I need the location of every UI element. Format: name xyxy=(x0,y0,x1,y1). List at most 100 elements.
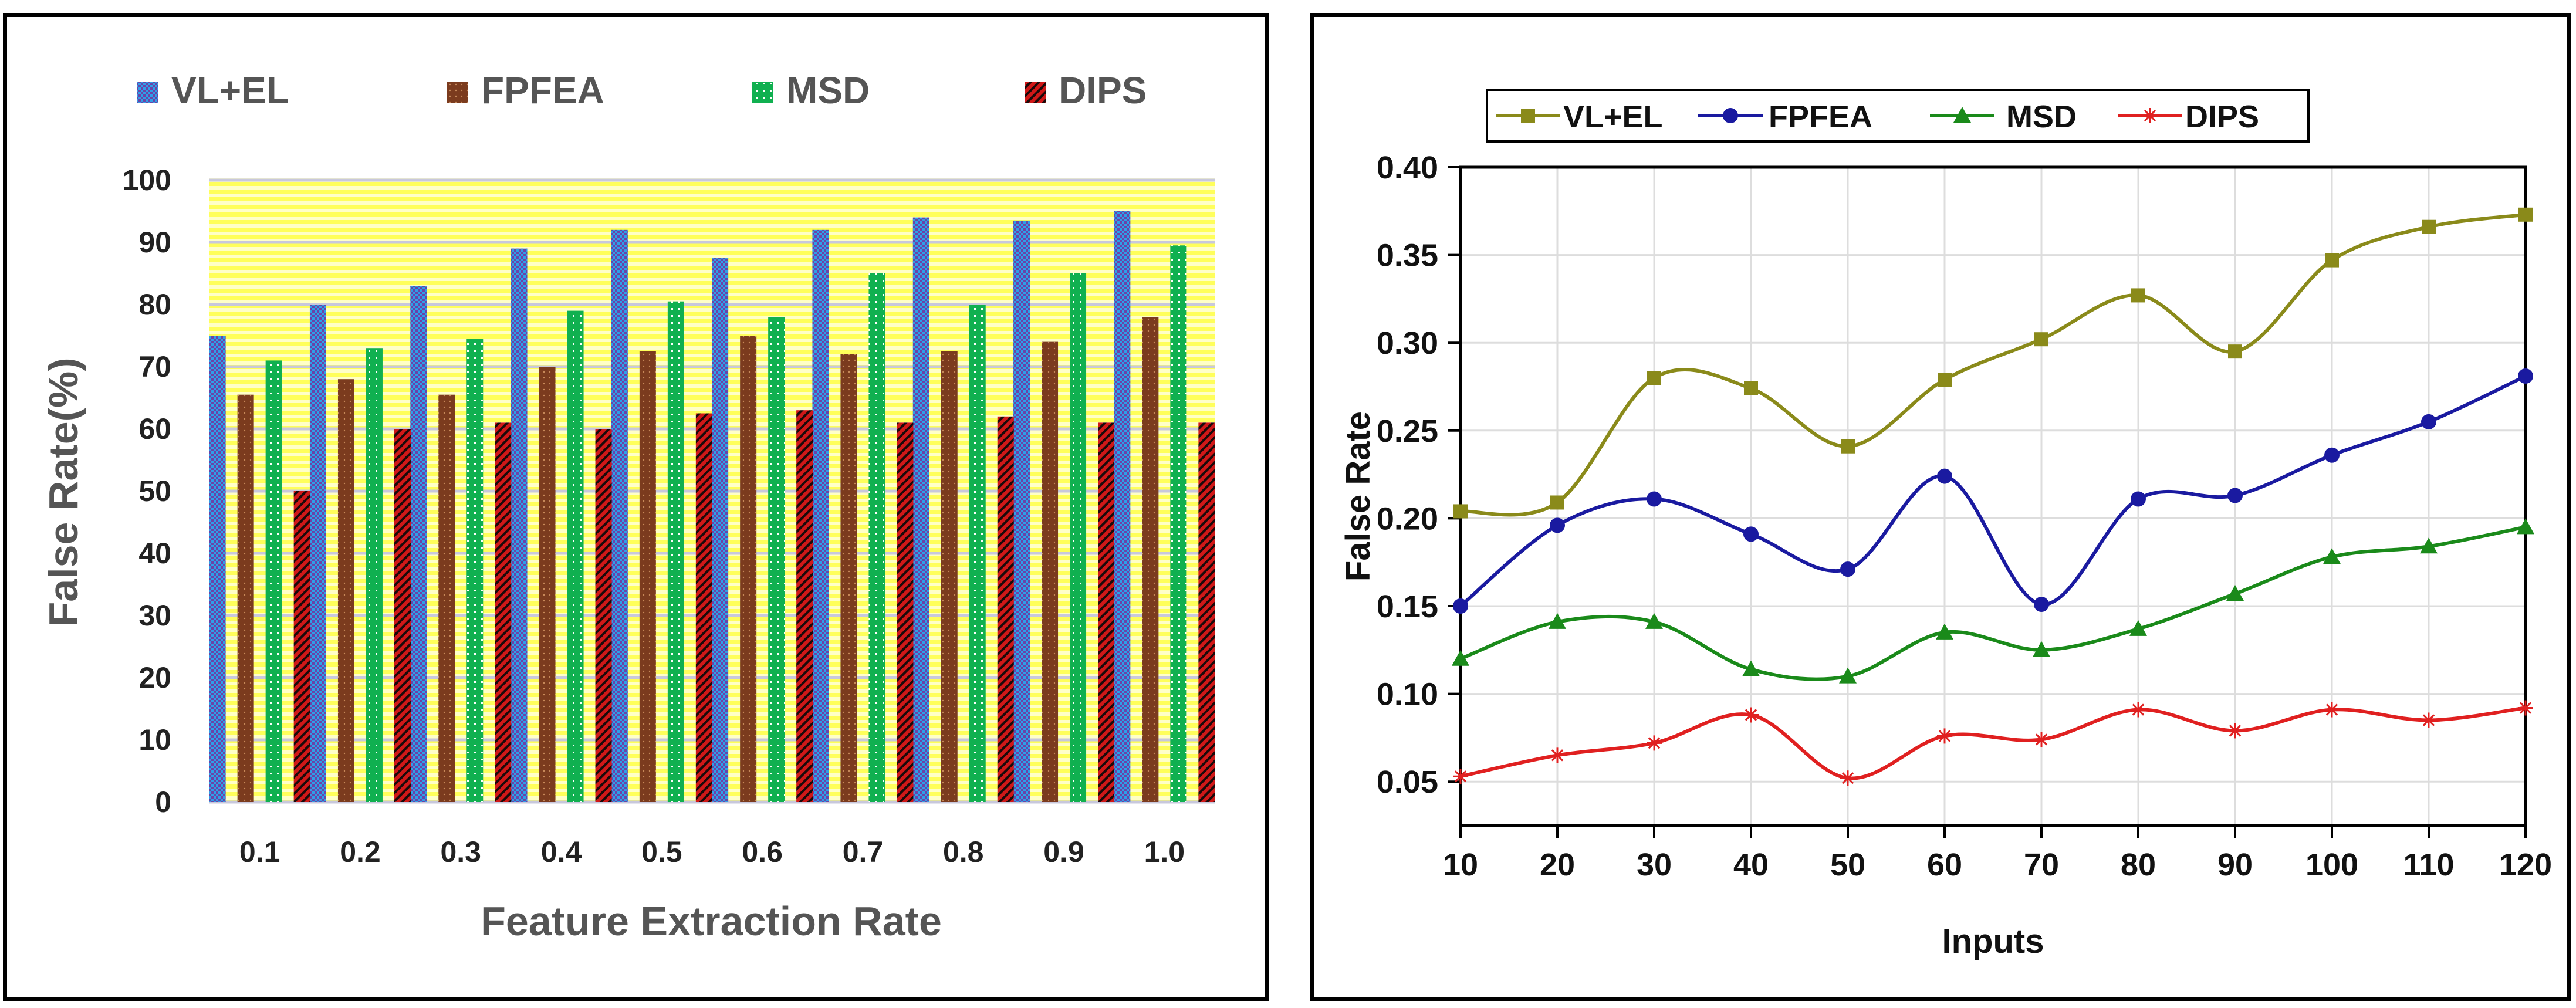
data-point xyxy=(1645,613,1663,629)
legend-label: VL+EL xyxy=(1563,99,1663,134)
x-tick-label: 60 xyxy=(1927,847,1962,882)
x-tick-label: 0.3 xyxy=(440,836,481,868)
x-tick-label: 0.5 xyxy=(641,836,682,868)
y-tick-label: 0.35 xyxy=(1377,238,1438,273)
x-tick-label: 100 xyxy=(2305,847,2358,882)
data-point xyxy=(2421,712,2436,728)
y-tick-label: 60 xyxy=(138,412,171,445)
legend-swatch xyxy=(447,82,468,103)
x-tick-label: 20 xyxy=(1540,847,1575,882)
data-point xyxy=(1550,495,1564,510)
data-point xyxy=(2034,332,2048,347)
bar xyxy=(293,491,310,802)
data-point xyxy=(2131,702,2146,718)
bar xyxy=(595,429,612,802)
line-series-vl-el xyxy=(1453,207,2533,519)
data-point xyxy=(1840,561,1855,577)
data-point xyxy=(1550,747,1565,763)
y-tick-label: 20 xyxy=(138,661,171,694)
x-tick-label: 10 xyxy=(1443,847,1478,882)
x-tick-label: 90 xyxy=(2217,847,2253,882)
bar-series-vl-el xyxy=(209,211,1131,803)
bar xyxy=(366,348,383,802)
bar xyxy=(1170,245,1187,802)
line-series-fpfea xyxy=(1453,368,2533,614)
data-point xyxy=(2420,537,2438,554)
legend-item: VL+EL xyxy=(137,69,289,111)
data-point xyxy=(1936,623,1953,640)
legend-item: DIPS xyxy=(1025,69,1147,111)
data-point xyxy=(2033,641,2050,657)
x-axis-title: Inputs xyxy=(1942,922,2044,960)
data-point xyxy=(1841,439,1855,454)
y-tick-label: 0 xyxy=(155,786,171,818)
x-tick-label: 110 xyxy=(2403,847,2454,882)
bar xyxy=(1098,422,1115,802)
data-point xyxy=(1953,107,1971,123)
data-point xyxy=(2227,723,2243,739)
data-point xyxy=(1647,491,1662,507)
y-tick-label: 70 xyxy=(138,350,171,383)
legend-item: FPFEA xyxy=(447,69,604,111)
legend-label: MSD xyxy=(2006,99,2077,134)
line-series-msd xyxy=(1452,518,2534,684)
legend-item: VL+EL xyxy=(1496,99,1663,134)
x-tick-label: 0.9 xyxy=(1043,836,1084,868)
line-chart-panel: 10 20 30 40 50 60 70 80 90 100 110 120 0.05 0.10 0.15 0… xyxy=(1310,13,2571,1001)
bar xyxy=(466,339,484,802)
bar-series-dips xyxy=(293,410,1215,802)
bar xyxy=(394,429,411,802)
x-tick-label: 0.4 xyxy=(541,836,582,868)
data-point xyxy=(2131,288,2145,303)
legend-label: DIPS xyxy=(2185,99,2259,134)
data-point xyxy=(1743,707,1759,723)
bar-chart-panel: 0 10 20 30 40 50 60 70 80 90 100 0.1 0.2 0.3 0.4 0.5 0.6… xyxy=(3,13,1269,1001)
line-chart: 10 20 30 40 50 60 70 80 90 100 110 120 0.05 0.10 0.15 0… xyxy=(1339,89,2552,960)
y-tick-label: 50 xyxy=(138,475,171,508)
bar xyxy=(567,310,584,802)
x-tick-label: 80 xyxy=(2121,847,2156,882)
data-point xyxy=(1549,613,1566,629)
data-point xyxy=(2517,518,2534,535)
y-tick-label: 0.05 xyxy=(1377,765,1438,800)
data-point xyxy=(1839,667,1857,684)
data-point xyxy=(1938,373,1952,387)
data-point xyxy=(2518,207,2533,222)
legend-item: FPFEA xyxy=(1698,99,1872,134)
bar xyxy=(912,217,929,803)
y-tick-label: 0.20 xyxy=(1377,501,1438,536)
y-tick-label: 40 xyxy=(138,537,171,570)
bar xyxy=(1114,211,1131,802)
x-tick-label: 120 xyxy=(2499,847,2552,882)
bar xyxy=(265,360,282,802)
x-tick-label: 1.0 xyxy=(1144,836,1185,868)
bar xyxy=(768,317,785,802)
legend-swatch xyxy=(1025,82,1046,103)
bar xyxy=(1042,341,1059,802)
x-tick-label: 0.7 xyxy=(843,836,884,868)
series-line xyxy=(1459,525,2526,681)
data-point xyxy=(1744,381,1758,395)
data-point xyxy=(2325,253,2339,268)
bar-chart: 0 10 20 30 40 50 60 70 80 90 100 0.1 0.2 0.3 0.4 0.5 0.6… xyxy=(40,69,1215,944)
legend-label: MSD xyxy=(786,69,870,111)
bar xyxy=(812,229,829,802)
bar xyxy=(969,305,986,802)
line-series-dips xyxy=(1453,700,2533,786)
legend-item: MSD xyxy=(1930,99,2077,134)
x-axis-title: Feature Extraction Rate xyxy=(481,898,942,944)
data-point xyxy=(2142,108,2158,123)
bar xyxy=(209,336,226,802)
y-tick-label: 80 xyxy=(138,288,171,321)
bar xyxy=(840,354,857,802)
data-point xyxy=(1743,526,1759,542)
data-point xyxy=(2518,700,2533,716)
bar-series-fpfea xyxy=(237,317,1159,802)
data-point xyxy=(2227,488,2243,503)
series-line xyxy=(1460,706,2526,780)
y-tick-label: 10 xyxy=(138,723,171,756)
x-tick-label: 40 xyxy=(1733,847,1769,882)
x-tick-label: 0.6 xyxy=(742,836,783,868)
data-point xyxy=(2131,491,2146,507)
bar xyxy=(1070,273,1087,802)
